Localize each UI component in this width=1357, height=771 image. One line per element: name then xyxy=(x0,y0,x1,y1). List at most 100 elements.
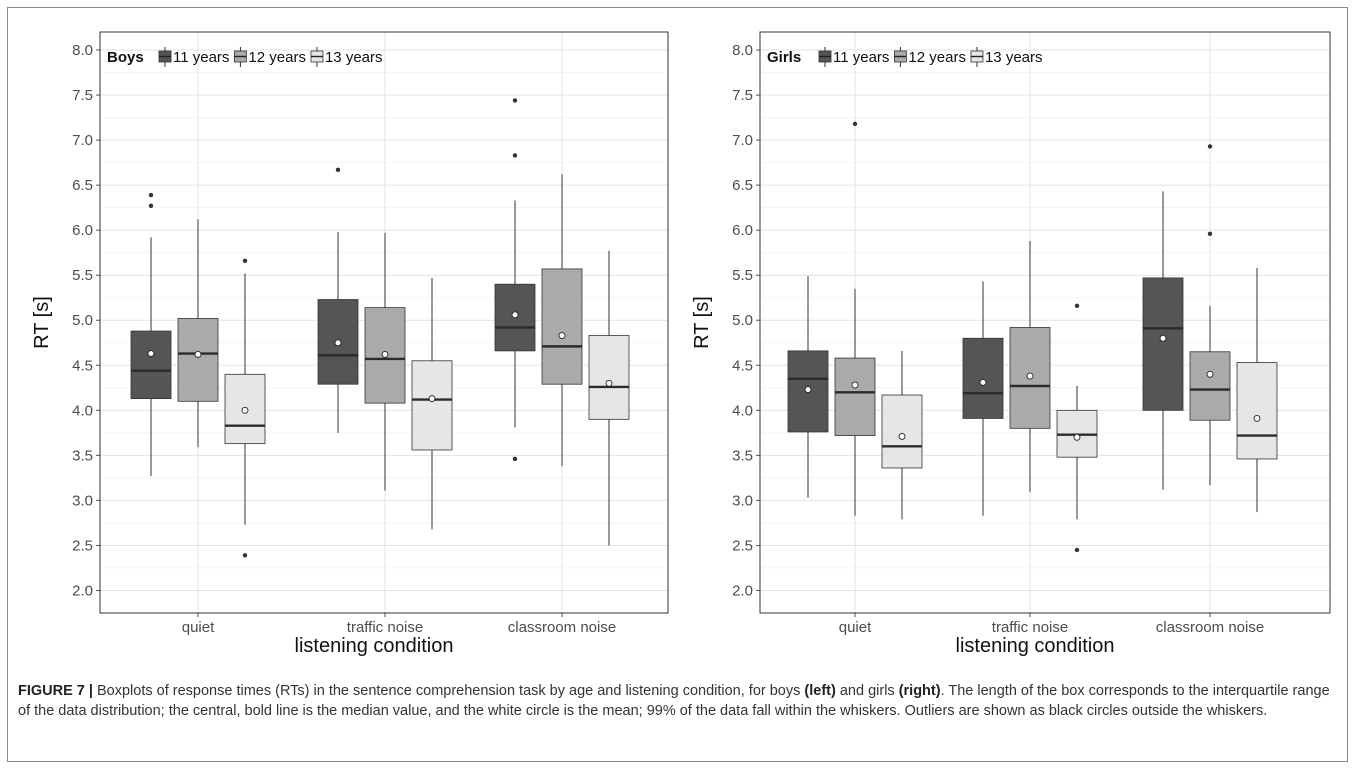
mean-marker xyxy=(804,386,812,394)
box-12-years xyxy=(541,174,583,467)
box-13-years xyxy=(411,277,453,530)
x-tick-label: quiet xyxy=(839,619,872,636)
chart-panel-left: 2.0 2.5 3.0 3.5 4.0 4.5 5.0 5.5 6.0 6.5 7.0 7.5 8.0 q… xyxy=(31,31,669,657)
mean-marker xyxy=(334,339,342,347)
y-tick-label: 5.0 xyxy=(732,312,753,329)
legend-label: 11 years xyxy=(173,49,229,66)
iqr-box xyxy=(588,335,630,420)
outlier-point xyxy=(512,153,518,158)
y-tick-label: 2.5 xyxy=(732,537,753,554)
y-tick-label: 8.0 xyxy=(732,42,753,59)
y-axis-title: RT [s] xyxy=(31,296,53,349)
y-tick-label: 7.5 xyxy=(72,87,93,104)
box-12-years xyxy=(1009,240,1051,493)
mean-marker xyxy=(1253,414,1261,422)
mean-marker xyxy=(979,378,987,386)
figure-charts: 2.0 2.5 3.0 3.5 4.0 4.5 5.0 5.5 6.0 6.5 7.0 7.5 8.0 q… xyxy=(31,31,1331,657)
box-11-years xyxy=(494,98,536,462)
caption-label: FIGURE 7 | xyxy=(18,683,93,699)
mean-marker xyxy=(1073,433,1081,441)
iqr-box xyxy=(1189,351,1231,421)
x-axis-title: listening condition xyxy=(295,635,454,657)
legend-key: 13 years xyxy=(970,47,1043,67)
legend-key: 12 years xyxy=(234,47,306,67)
y-tick-label: 3.0 xyxy=(72,492,93,509)
figure-caption: FIGURE 7 | Boxplots of response times (R… xyxy=(18,681,1338,721)
y-tick-label: 7.5 xyxy=(732,87,753,104)
plot-area xyxy=(760,32,1330,613)
y-tick-label: 2.5 xyxy=(72,537,93,554)
legend-label: 13 years xyxy=(985,49,1043,66)
iqr-box xyxy=(317,299,359,385)
mean-marker xyxy=(147,350,155,358)
iqr-box xyxy=(834,357,876,436)
legend: Boys 11 years 12 years 13 years xyxy=(107,47,383,67)
caption-text-3: . The length of the box corresponds to t… xyxy=(18,683,1330,719)
outlier-point xyxy=(1207,231,1213,236)
iqr-box xyxy=(541,268,583,385)
outlier-point xyxy=(335,167,341,173)
mean-marker xyxy=(381,351,389,358)
legend-title: Girls xyxy=(767,49,801,66)
box-12-years xyxy=(834,121,876,516)
legend-key: 11 years xyxy=(158,47,229,67)
box-13-years xyxy=(1236,268,1278,513)
y-tick-label: 6.5 xyxy=(732,177,753,194)
y-tick-label: 6.5 xyxy=(72,177,93,194)
mean-marker xyxy=(851,381,859,389)
outlier-point xyxy=(512,98,518,103)
legend-label: 12 years xyxy=(248,49,306,66)
y-tick-label: 6.0 xyxy=(72,222,93,239)
box-12-years xyxy=(364,232,406,491)
outlier-point xyxy=(242,553,248,558)
y-tick-label: 4.5 xyxy=(72,357,93,374)
outlier-point xyxy=(148,203,154,209)
box-13-years xyxy=(881,350,923,520)
box-13-years xyxy=(224,258,266,558)
box-13-years xyxy=(1056,303,1098,553)
y-tick-label: 2.0 xyxy=(732,582,753,599)
iqr-box xyxy=(130,330,172,400)
mean-marker xyxy=(605,379,613,387)
y-tick-label: 5.5 xyxy=(732,267,753,284)
y-tick-label: 7.0 xyxy=(72,132,93,149)
iqr-box xyxy=(881,394,923,469)
mean-marker xyxy=(1206,370,1214,378)
caption-text-2: and girls xyxy=(835,683,899,699)
mean-marker xyxy=(511,311,519,319)
y-tick-label: 5.0 xyxy=(72,312,93,329)
y-tick-label: 4.0 xyxy=(72,402,93,419)
y-tick-label: 5.5 xyxy=(72,267,93,284)
iqr-box xyxy=(1236,362,1278,460)
y-tick-label: 3.0 xyxy=(732,492,753,509)
outlier-point xyxy=(242,258,248,263)
caption-left: (left) xyxy=(804,683,836,699)
panel-border xyxy=(99,31,669,614)
x-tick-label: traffic noise xyxy=(992,619,1068,636)
y-axis-title: RT [s] xyxy=(691,296,713,349)
x-tick-label: traffic noise xyxy=(347,619,423,636)
iqr-box xyxy=(1142,277,1184,411)
y-tick-label: 6.0 xyxy=(732,222,753,239)
legend-key: 13 years xyxy=(310,47,383,67)
legend-label: 11 years xyxy=(833,49,889,66)
legend: Girls 11 years 12 years 13 years xyxy=(767,47,1043,67)
outlier-point xyxy=(148,192,154,198)
mean-marker xyxy=(194,351,202,358)
box-12-years xyxy=(1189,144,1231,486)
outlier-point xyxy=(1074,547,1080,553)
x-tick-label: classroom noise xyxy=(508,619,616,636)
outlier-point xyxy=(852,121,858,127)
x-tick-label: quiet xyxy=(182,619,215,636)
box-13-years xyxy=(588,250,630,546)
box-12-years xyxy=(177,219,219,448)
iqr-box xyxy=(962,337,1004,419)
y-tick-label: 2.0 xyxy=(72,582,93,599)
box-11-years xyxy=(962,281,1004,516)
box-11-years xyxy=(130,192,172,477)
box-11-years xyxy=(317,167,359,433)
mean-marker xyxy=(428,395,436,403)
legend-key: 11 years xyxy=(818,47,889,67)
mean-marker xyxy=(558,332,566,340)
outlier-point xyxy=(512,456,518,462)
